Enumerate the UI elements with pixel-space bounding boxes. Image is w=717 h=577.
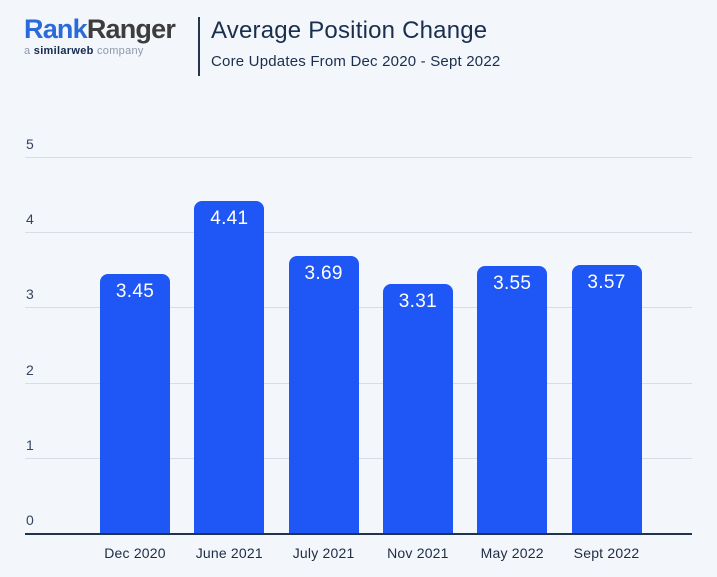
y-tick-label: 0 [26,512,34,528]
x-axis-line [25,533,692,535]
bar-value-label: 3.31 [398,291,437,313]
x-tick-label: July 2021 [292,545,355,561]
y-tick-label: 1 [26,436,34,453]
bar-value-label: 3.55 [493,273,532,295]
bar: 3.31 [382,284,453,533]
x-tick-label: Nov 2021 [387,545,449,561]
y-tick-label: 5 [26,136,34,152]
tagline-brand: similarweb [33,45,94,57]
header-divider [198,17,200,76]
bar: 3.55 [477,266,548,533]
tagline-prefix: a [24,45,31,57]
x-tick-label: Dec 2020 [104,545,166,561]
y-tick-label: 3 [26,286,34,303]
logo-tagline: a similarweb company [24,45,175,57]
bar: 4.41 [194,201,265,533]
rankranger-logo: RankRanger a similarweb company [24,14,176,57]
gridline [25,157,692,158]
bar: 3.57 [571,264,642,533]
x-tick-label: June 2021 [195,545,263,561]
bar-value-label: 3.69 [304,262,343,284]
x-tick-label: Sept 2022 [573,545,640,561]
bar-value-label: 3.45 [115,280,155,302]
tagline-suffix: company [97,45,144,57]
bar: 3.45 [100,273,170,533]
bar: 3.69 [288,255,359,533]
y-tick-label: 4 [26,211,34,228]
logo-text-rank: Rank [24,14,88,44]
gridline [25,232,692,234]
y-tick-label: 2 [26,361,34,378]
chart-title: Average Position Change [211,17,488,44]
bar-value-label: 4.41 [210,208,249,230]
logo-wordmark: RankRanger [24,14,176,44]
chart-subtitle: Core Updates From Dec 2020 - Sept 2022 [211,53,501,70]
logo-text-ranger: Ranger [86,14,176,44]
bar-value-label: 3.57 [587,271,626,293]
x-tick-label: May 2022 [480,545,544,561]
